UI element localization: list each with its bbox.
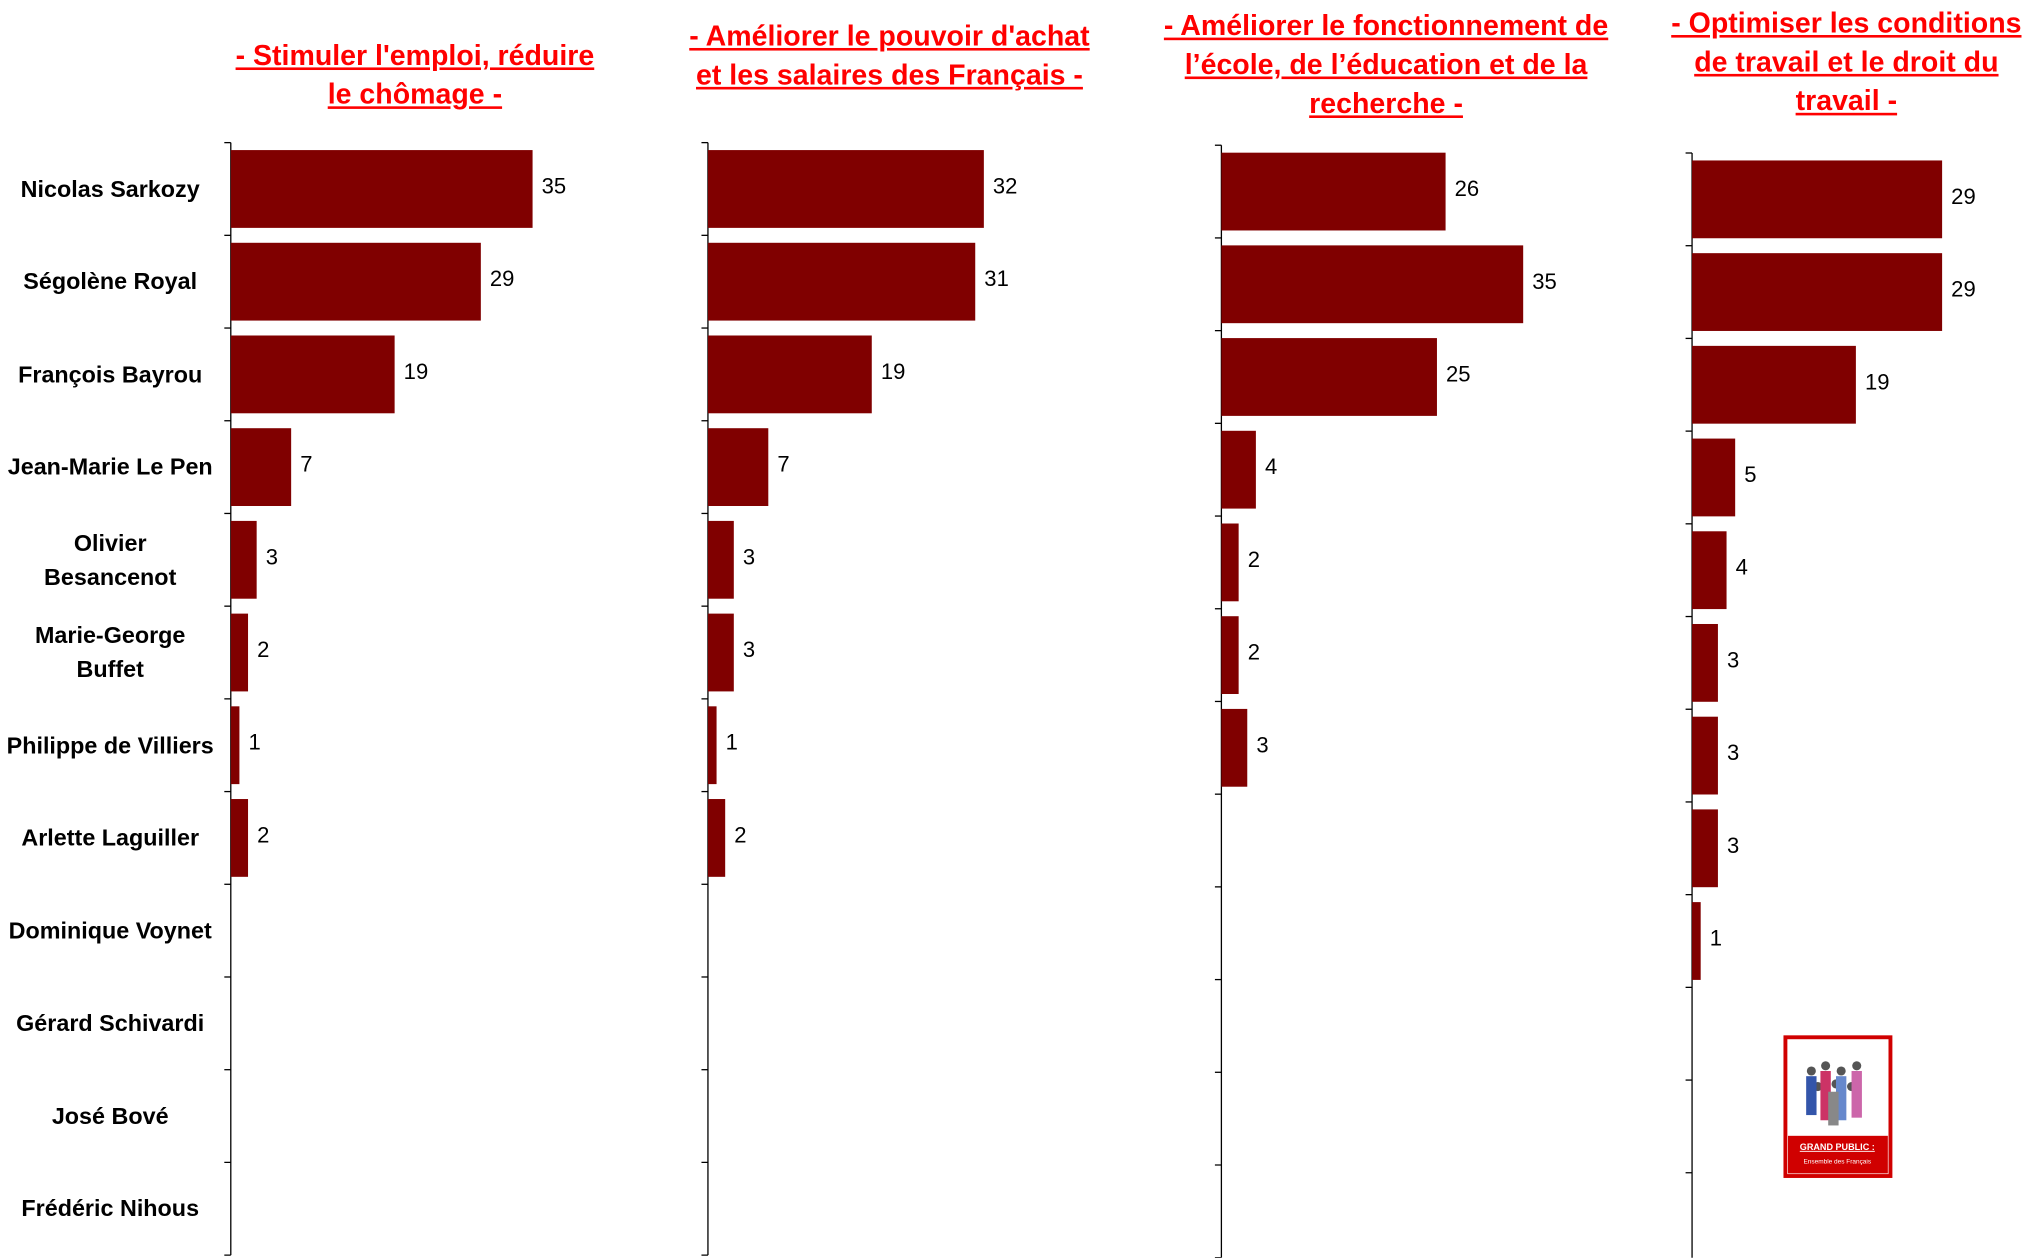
category-label: Gérard Schivardi [16,1010,205,1037]
bar [230,799,249,877]
bar [1692,438,1736,517]
bar [1692,160,1943,239]
category-label: José Bové [51,1103,169,1130]
bar [707,799,726,877]
value-label: 35 [1532,269,1557,294]
bar [707,428,769,506]
value-label: 35 [542,174,567,199]
bar [1221,245,1524,324]
bar [1221,430,1256,509]
value-label: 2 [1248,547,1260,572]
category-label: Jean-Marie Le Pen [7,454,213,481]
value-label: 2 [1248,640,1260,665]
value-label: 1 [248,730,260,755]
value-label: 3 [743,544,755,569]
value-label: 29 [490,266,515,291]
value-label: 26 [1455,176,1480,201]
value-label: 7 [777,452,789,477]
value-label: 19 [1865,369,1890,394]
chart-title: - Améliorer le pouvoir d'achat et les sa… [689,19,1090,91]
value-label: 31 [984,266,1009,291]
bar [707,613,734,692]
category-label: François Bayrou [18,361,203,388]
value-label: 29 [1951,184,1976,209]
bar [707,706,717,785]
bar [1692,809,1718,888]
bar [1692,716,1718,795]
value-label: 3 [1256,732,1268,757]
value-label: 4 [1265,454,1277,479]
logo-band [1788,1135,1888,1174]
bar [707,520,734,599]
value-label: 3 [266,544,278,569]
bar [230,706,240,785]
bar [1221,616,1239,695]
chart-title: - Améliorer le fonctionnement de l’école… [1163,9,1609,120]
bar [230,335,395,414]
category-label: Dominique Voynet [8,917,212,944]
value-label: 4 [1736,555,1748,580]
value-label: 3 [1727,833,1739,858]
category-label: Olivier Besancenot [44,529,177,590]
bar [230,242,481,321]
bar [1692,253,1943,331]
category-label: Frédéric Nihous [21,1195,200,1222]
bar [707,242,976,321]
value-label: 3 [1727,647,1739,672]
logo: GRAND PUBLIC : Ensemble des Français [1783,1035,1893,1178]
category-label: Philippe de Villiers [6,732,214,759]
chart-title: - Stimuler l'emploi, réduire le chômage … [235,38,595,111]
category-label: Arlette Laguiller [21,824,200,851]
category-label: Ségolène Royal [23,268,198,295]
bar [230,150,533,228]
bar [230,428,292,506]
value-label: 5 [1744,462,1756,487]
bar [1692,345,1856,424]
value-label: 29 [1951,277,1976,302]
value-label: 19 [881,359,906,384]
bar [1221,338,1437,416]
logo-subtitle: Ensemble des Français [1803,1158,1871,1165]
chart-title: - Optimiser les conditions de travail et… [1671,6,2022,117]
bar [1221,708,1248,787]
category-label: Nicolas Sarkozy [20,176,200,202]
bar [230,520,257,599]
logo-title: GRAND PUBLIC : [1800,1142,1875,1152]
value-label: 25 [1446,362,1471,387]
value-label: 3 [1727,740,1739,765]
value-label: 19 [404,359,429,384]
bar [1221,152,1446,231]
value-label: 1 [1710,926,1722,951]
value-label: 32 [993,174,1018,199]
bar [707,150,984,228]
value-label: 2 [257,822,269,847]
category-label: Marie-George Buffet [34,622,186,683]
bar [1692,902,1701,980]
bar [707,335,872,414]
value-label: 2 [734,822,746,847]
bar [1692,531,1727,610]
logo-people [1806,1061,1862,1126]
bar [230,613,249,692]
bar [1221,523,1239,602]
value-label: 1 [726,730,738,755]
bar [1692,623,1718,702]
value-label: 2 [257,637,269,662]
value-label: 3 [743,637,755,662]
value-label: 7 [300,452,312,477]
